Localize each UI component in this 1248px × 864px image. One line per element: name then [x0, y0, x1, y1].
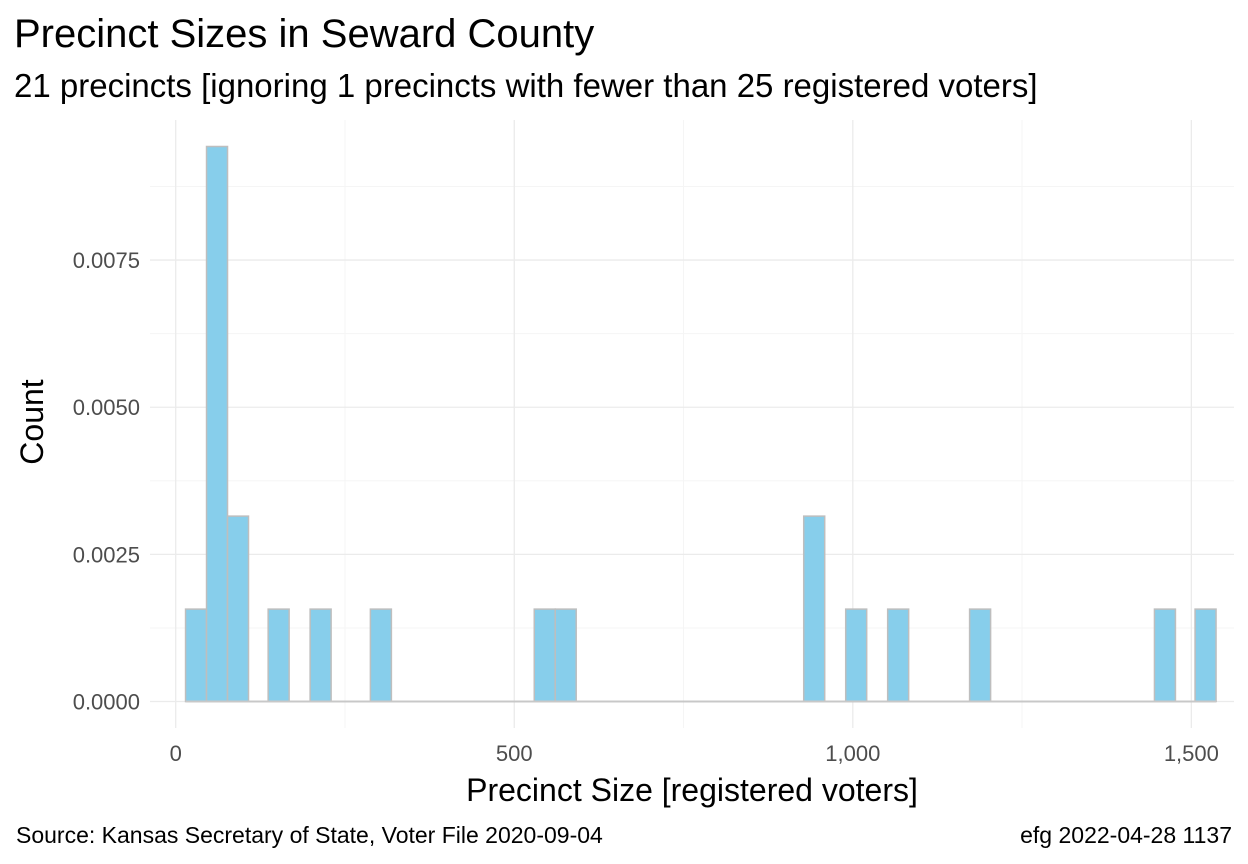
- histogram-bar: [533, 608, 556, 703]
- grid-minor-layer: [150, 120, 1234, 728]
- histogram-bar: [968, 608, 992, 703]
- y-tick-label: 0.0000: [73, 690, 140, 715]
- y-tick-labels: 0.0000 0.0025 0.0050 0.0075: [73, 248, 140, 714]
- histogram-bar: [802, 515, 826, 703]
- histogram-bar: [267, 608, 290, 703]
- x-tick-label: 0: [170, 741, 182, 766]
- x-tick-label: 1,000: [825, 741, 880, 766]
- x-axis-title: Precinct Size [registered voters]: [466, 772, 918, 808]
- y-tick-label: 0.0050: [73, 395, 140, 420]
- x-tick-labels: 0 500 1,000 1,500: [170, 741, 1219, 766]
- histogram-bar: [1194, 608, 1217, 703]
- histogram-bar: [369, 608, 393, 703]
- histogram-bar: [226, 515, 250, 703]
- histogram-bar: [844, 608, 868, 703]
- histogram-bar: [205, 145, 229, 703]
- y-tick-label: 0.0025: [73, 542, 140, 567]
- histogram-bar: [184, 608, 208, 703]
- chart-title: Precinct Sizes in Seward County: [14, 12, 595, 56]
- histogram-bar: [886, 608, 910, 703]
- author-caption: efg 2022-04-28 1137: [1020, 822, 1232, 848]
- x-tick-label: 500: [496, 741, 533, 766]
- x-tick-label: 1,500: [1164, 741, 1219, 766]
- source-caption: Source: Kansas Secretary of State, Voter…: [16, 822, 603, 848]
- chart-subtitle: 21 precincts [ignoring 1 precincts with …: [14, 67, 1038, 104]
- histogram-bar: [554, 608, 577, 703]
- y-tick-label: 0.0075: [73, 248, 140, 273]
- bars-layer: [184, 145, 1217, 703]
- histogram-bar: [1153, 608, 1177, 703]
- histogram-bar: [309, 608, 332, 703]
- y-axis-title: Count: [14, 379, 50, 465]
